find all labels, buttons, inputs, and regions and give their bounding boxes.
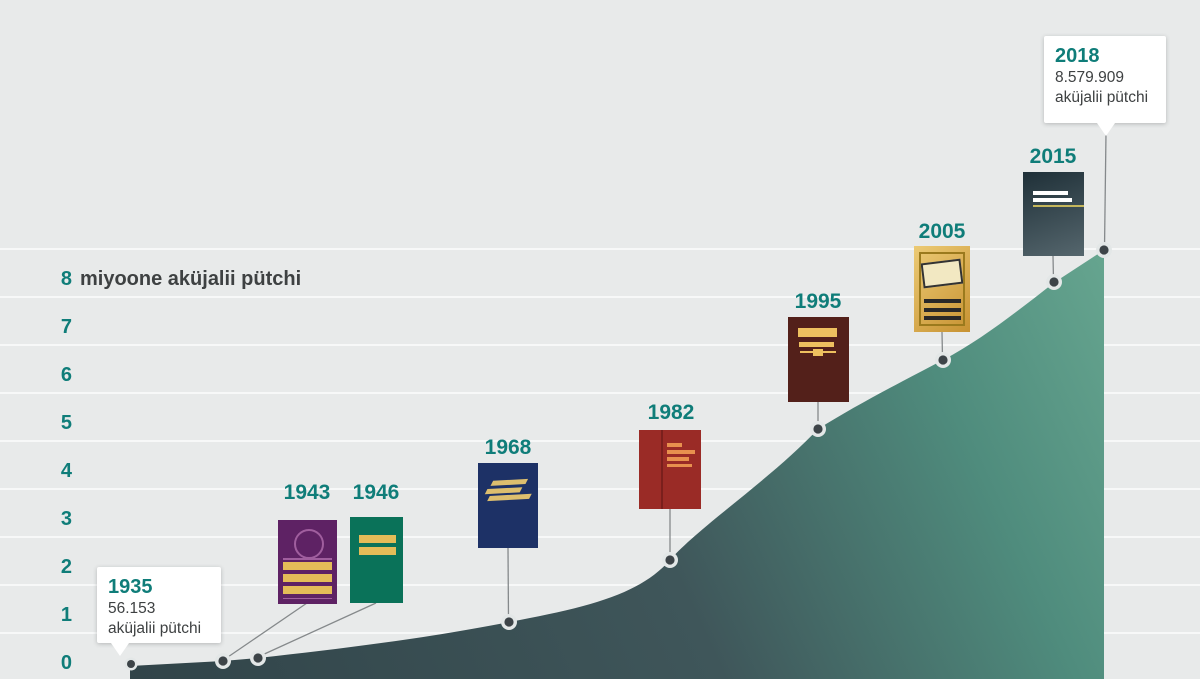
connector-1943 [224,602,308,660]
callout-2018: 2018 8.579.909 aküjalii pütchi [1044,36,1166,136]
year-label-1982: 1982 [647,401,695,424]
connector-1946 [259,602,377,657]
axis-tick-7: 7 [60,316,72,338]
text-bar [667,457,689,461]
book-icon-1946 [350,517,403,603]
title-bar [798,328,837,337]
divider-diamond [813,348,823,356]
book-icon-1968 [478,463,538,548]
gridline [0,248,1200,250]
year-label-1943: 1943 [283,481,331,504]
dot-1946 [250,650,266,666]
text-bar [283,586,332,594]
dot-1935 [124,657,138,671]
connector-2018 [1103,132,1107,249]
circle-ornament [294,529,324,559]
year-label-1968: 1968 [484,436,532,459]
text-bar [1033,198,1072,202]
text-bar [490,478,529,486]
thin-rule [283,558,332,560]
area-series-shape [130,250,1104,679]
book-icon-1943 [278,520,337,604]
text-bar [283,562,332,570]
text-bar [667,443,682,447]
axis-tick-1: 1 [60,604,72,626]
gridline [0,392,1200,394]
thin-rule [1033,204,1084,207]
dot-2018 [1096,242,1112,258]
book-icon-2015 [1023,172,1084,256]
axis-tick-0: 0 [60,652,72,674]
axis-tick-8: 8 [60,268,72,290]
slanted-lines-group [476,461,540,549]
gridline [0,584,1200,586]
inner-frame [919,252,965,326]
text-bar [924,307,961,312]
callout-year: 2018 [1055,45,1100,67]
text-bar [924,299,961,303]
gridline [0,488,1200,490]
axis-tick-2: 2 [60,556,72,578]
text-bar [283,574,332,582]
callout-pointer [1097,123,1115,136]
text-bar [1033,191,1068,195]
callout-year: 1935 [108,576,153,598]
text-bar [359,547,396,555]
connector-1968 [507,547,510,621]
callout-pointer [111,643,129,656]
axis-tick-5: 5 [60,412,72,434]
gridline [0,440,1200,442]
dot-1968 [501,614,517,630]
text-bar [924,316,961,320]
text-bar [487,493,532,501]
axis-unit-label: miyoone aküjalii pütchi [80,268,302,290]
text-bar [485,486,523,494]
callout-unit: aküjalii pütchi [1055,89,1149,106]
gridline [0,296,1200,298]
spine-line [661,430,663,509]
text-bar [667,450,695,454]
book-icon-2005 [914,246,970,332]
year-label-2005: 2005 [918,220,966,243]
text-bar [667,463,692,467]
text-bar [359,535,396,543]
photo-ornament [920,258,964,289]
callout-value: 56.153 [108,600,156,617]
year-label-2015: 2015 [1029,145,1077,168]
dot-1995 [810,421,826,437]
dot-2015 [1046,274,1062,290]
book-icon-1982 [639,430,701,509]
dot-1943 [215,653,231,669]
callout-1935: 1935 56.153 aküjalii pütchi [97,567,221,656]
gridline [0,344,1200,346]
data-point-dots [124,242,1112,671]
axis-tick-6: 6 [60,364,72,386]
axis-tick-4: 4 [60,460,72,482]
callout-unit: aküjalii pütchi [108,620,202,637]
year-label-1946: 1946 [352,481,400,504]
axis-tick-3: 3 [60,508,72,530]
book-icon-1995 [788,317,849,402]
dot-2005 [935,352,951,368]
thin-rule [283,597,332,599]
callout-value: 8.579.909 [1055,69,1124,86]
gridline [0,536,1200,538]
text-bar [799,342,834,347]
year-label-1995: 1995 [794,290,842,313]
dot-1982 [662,552,678,568]
